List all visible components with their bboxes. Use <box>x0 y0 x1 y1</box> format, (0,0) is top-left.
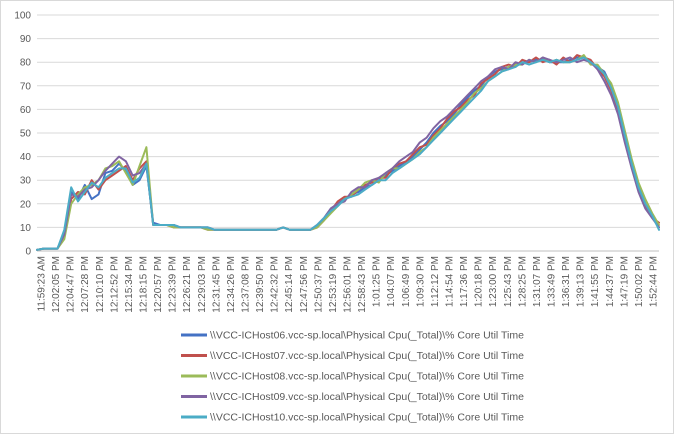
x-tick-label: 12:39:50 PM <box>255 256 266 313</box>
series-line-4 <box>36 56 660 251</box>
y-tick-label: 100 <box>14 11 31 22</box>
x-tick-label: 12:58:43 PM <box>357 256 368 313</box>
y-tick-label: 80 <box>20 58 32 69</box>
x-tick-label: 1:09:30 PM <box>415 256 426 307</box>
x-tick-label: 12:31:45 PM <box>211 256 222 313</box>
y-tick-label: 50 <box>20 129 32 140</box>
y-tick-label: 70 <box>20 81 32 92</box>
x-tick-label: 1:17:36 PM <box>459 256 470 307</box>
x-tick-label: 12:07:28 PM <box>80 256 91 313</box>
y-tick-label: 0 <box>25 247 31 258</box>
x-tick-label: 12:45:14 PM <box>284 256 295 313</box>
x-tick-label: 1:12:12 PM <box>430 256 441 307</box>
x-tick-label: 1:31:07 PM <box>532 256 543 307</box>
x-tick-label: 1:04:07 PM <box>386 256 397 307</box>
x-tick-label: 12:18:15 PM <box>139 256 150 313</box>
x-tick-label: 12:10:10 PM <box>95 256 106 313</box>
x-tick-label: 1:01:25 PM <box>372 256 383 307</box>
legend-label-2: \\VCC-ICHost07.vcc-sp.local\Physical Cpu… <box>210 350 524 362</box>
x-tick-label: 12:53:19 PM <box>328 256 339 313</box>
series-line-5 <box>36 56 660 251</box>
x-tick-label: 12:12:52 PM <box>109 256 120 313</box>
x-tick-label: 12:34:26 PM <box>226 256 237 313</box>
x-axis-ticks: 11:59:23 AM 12:02:05 PM 12:04:47 PM 12:07:2… <box>37 256 660 313</box>
x-tick-label: 1:23:00 PM <box>488 256 499 307</box>
x-tick-label: 12:15:34 PM <box>124 256 135 313</box>
legend: \\VCC-ICHost06.vcc-sp.local\Physical Cpu… <box>181 330 524 424</box>
x-tick-label: 1:41:55 PM <box>590 256 601 307</box>
x-tick-label: 1:28:25 PM <box>517 256 528 307</box>
x-tick-label: 12:26:21 PM <box>182 256 193 313</box>
x-tick-label: 1:36:31 PM <box>561 256 572 307</box>
series-line-3 <box>36 54 660 251</box>
x-tick-label: 1:06:49 PM <box>401 256 412 307</box>
x-tick-label: 12:04:47 PM <box>66 256 77 313</box>
legend-label-1: \\VCC-ICHost06.vcc-sp.local\Physical Cpu… <box>210 330 524 342</box>
x-tick-label: 11:59:23 AM <box>37 256 48 311</box>
y-tick-label: 20 <box>20 199 32 210</box>
x-tick-label: 12:23:39 PM <box>168 256 179 313</box>
y-tick-label: 10 <box>20 223 32 234</box>
series-line-2 <box>36 54 660 251</box>
x-tick-label: 1:25:43 PM <box>503 256 514 307</box>
x-tick-label: 12:20:57 PM <box>153 256 164 313</box>
legend-label-4: \\VCC-ICHost09.vcc-sp.local\Physical Cpu… <box>210 391 524 403</box>
x-tick-label: 1:14:54 PM <box>445 256 456 307</box>
x-tick-label: 1:20:18 PM <box>474 256 485 307</box>
legend-label-3: \\VCC-ICHost08.vcc-sp.local\Physical Cpu… <box>210 371 524 383</box>
series-line-1 <box>36 56 660 251</box>
x-tick-label: 12:37:08 PM <box>241 256 252 313</box>
x-tick-label: 1:47:19 PM <box>619 256 630 307</box>
y-tick-label: 30 <box>20 176 32 187</box>
x-tick-label: 1:44:37 PM <box>605 256 616 307</box>
y-tick-label: 40 <box>20 152 32 163</box>
gridlines <box>37 14 659 252</box>
x-tick-label: 12:29:03 PM <box>197 256 208 313</box>
x-tick-label: 1:39:13 PM <box>576 256 587 307</box>
y-tick-label: 60 <box>20 105 32 116</box>
series-lines <box>36 54 660 251</box>
y-axis-ticks: 0 10 20 30 40 50 60 70 80 90 100 <box>14 11 31 258</box>
y-tick-label: 90 <box>20 34 32 45</box>
x-tick-label: 12:56:01 PM <box>343 256 354 313</box>
legend-label-5: \\VCC-ICHost10.vcc-sp.local\Physical Cpu… <box>210 412 524 424</box>
x-tick-label: 12:50:37 PM <box>313 256 324 313</box>
x-tick-label: 1:52:44 PM <box>649 256 660 307</box>
x-tick-label: 12:02:05 PM <box>51 256 62 313</box>
x-tick-label: 12:42:32 PM <box>270 256 281 313</box>
x-tick-label: 1:50:02 PM <box>634 256 645 307</box>
x-tick-label: 12:47:56 PM <box>299 256 310 313</box>
x-tick-label: 1:33:49 PM <box>547 256 558 307</box>
